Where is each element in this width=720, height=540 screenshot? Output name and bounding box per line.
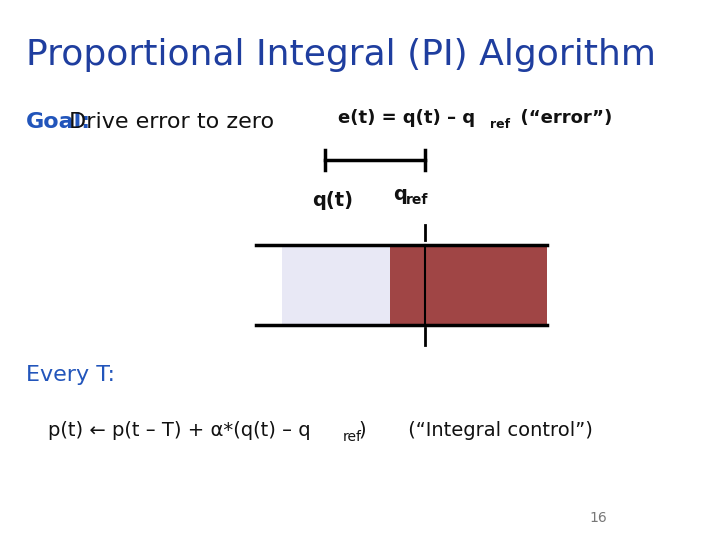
- Text: q(t): q(t): [312, 191, 354, 210]
- Text: e(t) = q(t) – q: e(t) = q(t) – q: [338, 109, 475, 127]
- Bar: [282, 245, 390, 325]
- Text: Proportional Integral (PI) Algorithm: Proportional Integral (PI) Algorithm: [26, 38, 656, 72]
- Text: q: q: [393, 186, 407, 205]
- Bar: [390, 245, 546, 325]
- Text: ref: ref: [490, 118, 510, 131]
- Text: ): ): [359, 421, 366, 440]
- Text: Goal:: Goal:: [26, 112, 91, 132]
- Text: Drive error to zero: Drive error to zero: [63, 112, 274, 132]
- Text: ref: ref: [406, 193, 428, 207]
- Text: (“error”): (“error”): [508, 109, 612, 127]
- Text: p(t) ← p(t – T) + α*(q(t) – q: p(t) ← p(t – T) + α*(q(t) – q: [48, 421, 310, 440]
- Text: 16: 16: [590, 511, 608, 525]
- Text: (“Integral control”): (“Integral control”): [377, 421, 593, 440]
- Text: ref: ref: [343, 430, 361, 444]
- Text: Every T:: Every T:: [26, 365, 115, 385]
